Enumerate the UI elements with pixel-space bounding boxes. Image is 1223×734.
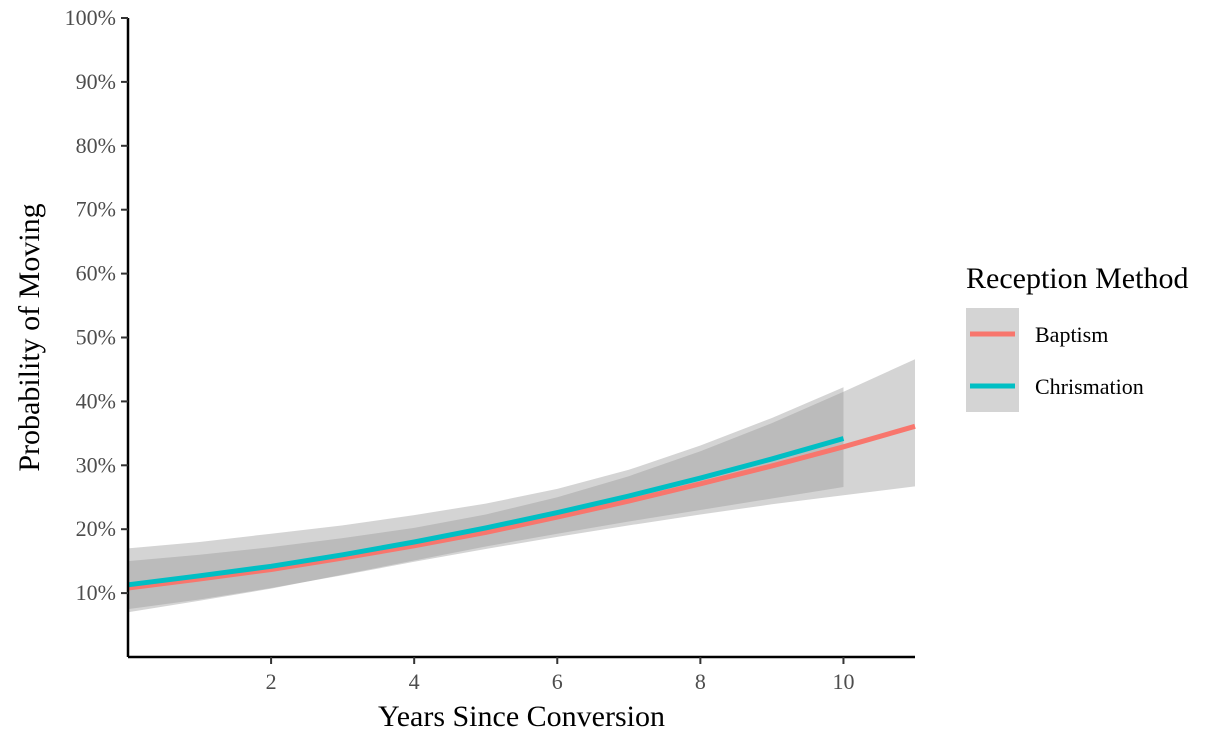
y-axis-title: Probability of Moving xyxy=(13,203,46,471)
series-line-baptism xyxy=(127,423,916,591)
y-tick-label: 60% xyxy=(76,261,116,286)
legend-items: Baptism Chrismation xyxy=(966,308,1144,412)
x-tick-label: 8 xyxy=(695,669,706,694)
x-tick-label: 10 xyxy=(832,669,854,694)
x-tick-label: 4 xyxy=(409,669,420,694)
y-tick-label: 90% xyxy=(76,69,116,94)
y-tick-label: 20% xyxy=(76,516,116,541)
x-axis-title: Years Since Conversion xyxy=(378,700,665,733)
y-tick-label: 50% xyxy=(76,325,116,350)
axes: 10% 20% 30% 40% 50% 60% 70% 80% 90% 100% 2 4 6 8 10 xyxy=(65,5,915,694)
y-tick-label: 70% xyxy=(76,197,116,222)
y-tick-label: 40% xyxy=(76,388,116,413)
y-tick-label: 10% xyxy=(76,580,116,605)
x-tick-label: 6 xyxy=(552,669,563,694)
band-chrismation xyxy=(128,387,844,613)
x-ticks: 2 4 6 8 10 xyxy=(266,657,854,694)
confidence-bands xyxy=(128,359,915,613)
y-tick-label: 30% xyxy=(76,452,116,477)
band-baptism xyxy=(128,359,915,610)
legend-label-baptism: Baptism xyxy=(1035,322,1108,347)
series-lines xyxy=(127,423,916,591)
y-tick-label: 100% xyxy=(65,5,116,30)
y-tick-label: 80% xyxy=(76,133,116,158)
series-line-chrismation xyxy=(127,436,845,588)
legend-title: Reception Method xyxy=(966,262,1188,295)
x-tick-label: 2 xyxy=(266,669,277,694)
legend-label-chrismation: Chrismation xyxy=(1035,374,1144,399)
legend: Reception Method Baptism Chrismation xyxy=(966,262,1188,412)
y-ticks: 10% 20% 30% 40% 50% 60% 70% 80% 90% 100% xyxy=(65,5,128,605)
